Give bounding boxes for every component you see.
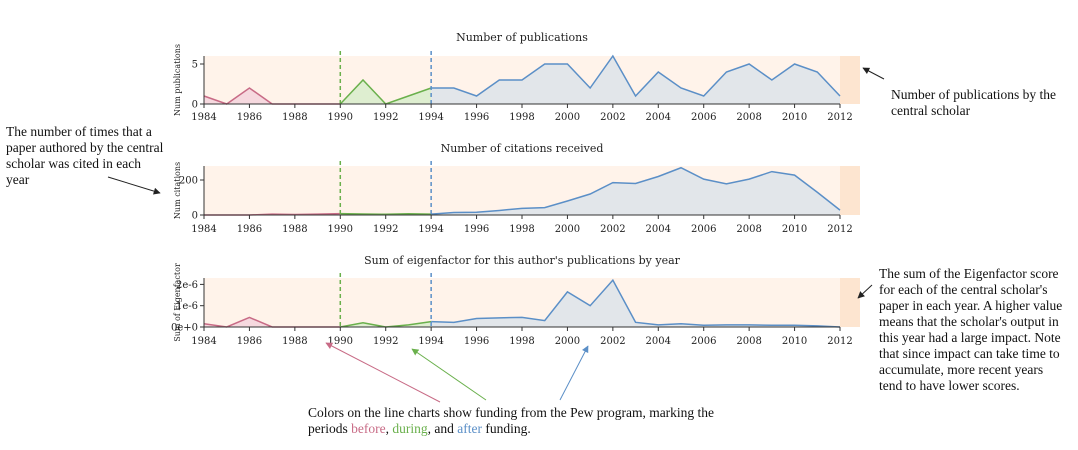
annotation-funding-suffix: funding. — [481, 421, 531, 436]
chart-0-xtick-label: 1996 — [464, 112, 489, 123]
chart-0-xtick-label: 2010 — [782, 112, 807, 123]
chart-1-title: Number of citations received — [441, 142, 604, 155]
chart-0-title: Number of publications — [456, 31, 588, 44]
chart-2-band-edge — [840, 278, 860, 327]
chart-0-xtick-label: 1992 — [373, 112, 398, 123]
chart-1-xtick-label: 1994 — [418, 224, 443, 235]
chart-0-xtick-label: 1998 — [509, 112, 534, 123]
chart-1-xtick-label: 1996 — [464, 224, 489, 235]
chart-0-area-before — [204, 88, 341, 104]
chart-0-xtick-label: 2006 — [691, 112, 716, 123]
chart-0-xtick-label: 2002 — [600, 112, 625, 123]
chart-2-ytick-label: 1e-6 — [176, 301, 198, 312]
chart-2-area-before — [204, 317, 341, 327]
arrow-during — [411, 348, 487, 401]
annotation-eigenfactor: The sum of the Eigenfactor score for eac… — [879, 266, 1063, 393]
chart-0-xtick-label: 1988 — [282, 112, 307, 123]
chart-1-xtick-label: 1990 — [328, 224, 353, 235]
chart-0-xtick-label: 2004 — [646, 112, 671, 123]
chart-1-xtick-label: 2006 — [691, 224, 716, 235]
chart-layer: Number of publications Num publications 19… — [171, 31, 860, 347]
annotation-sep-2: , and — [427, 421, 458, 436]
chart-1-xtick-label: 1998 — [509, 224, 534, 235]
annotation-funding-colors: Colors on the line charts show funding f… — [308, 405, 728, 437]
chart-2-xtick-label: 2006 — [691, 336, 716, 347]
arrow-eigenfactor — [857, 284, 873, 299]
chart-0-xtick-label: 2012 — [827, 112, 852, 123]
arrow-after — [559, 345, 589, 401]
chart-1-xtick-label: 2008 — [736, 224, 761, 235]
annotation-citations: The number of times that a paper authore… — [6, 124, 164, 187]
chart-1-ytick-label: 0 — [192, 211, 198, 222]
chart-1-xtick-label: 2012 — [827, 224, 852, 235]
arrow-before — [325, 342, 441, 403]
chart-2-xtick-label: 1996 — [464, 336, 489, 347]
chart-2-xtick-label: 2008 — [736, 336, 761, 347]
annotation-sep-1: , — [385, 421, 393, 436]
annotation-during-label: during — [392, 421, 428, 436]
annotation-funding-prefix: Colors on the line charts show funding f… — [308, 405, 715, 436]
arrow-publications — [862, 67, 885, 80]
chart-2-xtick-label: 1986 — [237, 336, 262, 347]
chart-1-ytick-label: 200 — [179, 176, 198, 187]
chart-1-xtick-label: 2004 — [646, 224, 671, 235]
chart-0-xtick-label: 1986 — [237, 112, 262, 123]
chart-2-xtick-label: 1988 — [282, 336, 307, 347]
arrow-citations — [107, 176, 161, 195]
chart-1-xtick-label: 1992 — [373, 224, 398, 235]
chart-1-xtick-label: 2000 — [555, 224, 580, 235]
chart-1-ylabel: Num citations — [173, 162, 182, 219]
chart-0-band-edge — [840, 56, 860, 104]
chart-2-xtick-label: 1998 — [509, 336, 534, 347]
chart-1-xtick-label: 2002 — [600, 224, 625, 235]
chart-2-area-after — [431, 280, 840, 327]
chart-2-xtick-label: 1992 — [373, 336, 398, 347]
chart-2-xtick-label: 1990 — [328, 336, 353, 347]
chart-0-line-after — [431, 54, 841, 98]
chart-2-xtick-label: 1994 — [418, 336, 443, 347]
chart-1-xtick-label: 2010 — [782, 224, 807, 235]
chart-2-title: Sum of eigenfactor for this author's pub… — [364, 254, 681, 267]
chart-2-ytick-label: 2e-6 — [176, 280, 198, 291]
chart-0-xtick-label: 1994 — [418, 112, 443, 123]
chart-1-xtick-label: 1986 — [237, 224, 262, 235]
chart-2-xtick-label: 2004 — [646, 336, 671, 347]
annotation-publications: Number of publications by the central sc… — [891, 87, 1056, 118]
chart-0-ytick-label: 0 — [192, 100, 198, 111]
chart-2-line-after — [431, 278, 841, 328]
chart-2-ylabel: Sum of Eigenfactor — [173, 263, 182, 342]
chart-2-xtick-label: 2012 — [827, 336, 852, 347]
chart-2-xtick-label: 1984 — [191, 336, 216, 347]
annotation-after-label: after — [457, 421, 482, 436]
chart-2-ytick-label: 0e+0 — [171, 323, 198, 334]
chart-1-line-after — [431, 166, 841, 215]
chart-0-area-during — [340, 80, 432, 104]
chart-1-xtick-label: 1988 — [282, 224, 307, 235]
chart-2-xtick-label: 2002 — [600, 336, 625, 347]
chart-0-xtick-label: 1984 — [191, 112, 216, 123]
chart-0-ylabel: Num publications — [173, 44, 182, 116]
chart-2-xtick-label: 2000 — [555, 336, 580, 347]
chart-2-xtick-label: 2010 — [782, 336, 807, 347]
chart-0-ytick-label: 5 — [192, 60, 198, 71]
chart-0-area-after — [431, 56, 840, 104]
chart-0-xtick-label: 2000 — [555, 112, 580, 123]
chart-0-xtick-label: 2008 — [736, 112, 761, 123]
chart-1-xtick-label: 1984 — [191, 224, 216, 235]
chart-0-xtick-label: 1990 — [328, 112, 353, 123]
chart-1-line-during — [340, 212, 432, 216]
chart-1-band-edge — [840, 166, 860, 215]
chart-1-area-after — [431, 167, 840, 215]
annotation-before-label: before — [351, 421, 386, 436]
